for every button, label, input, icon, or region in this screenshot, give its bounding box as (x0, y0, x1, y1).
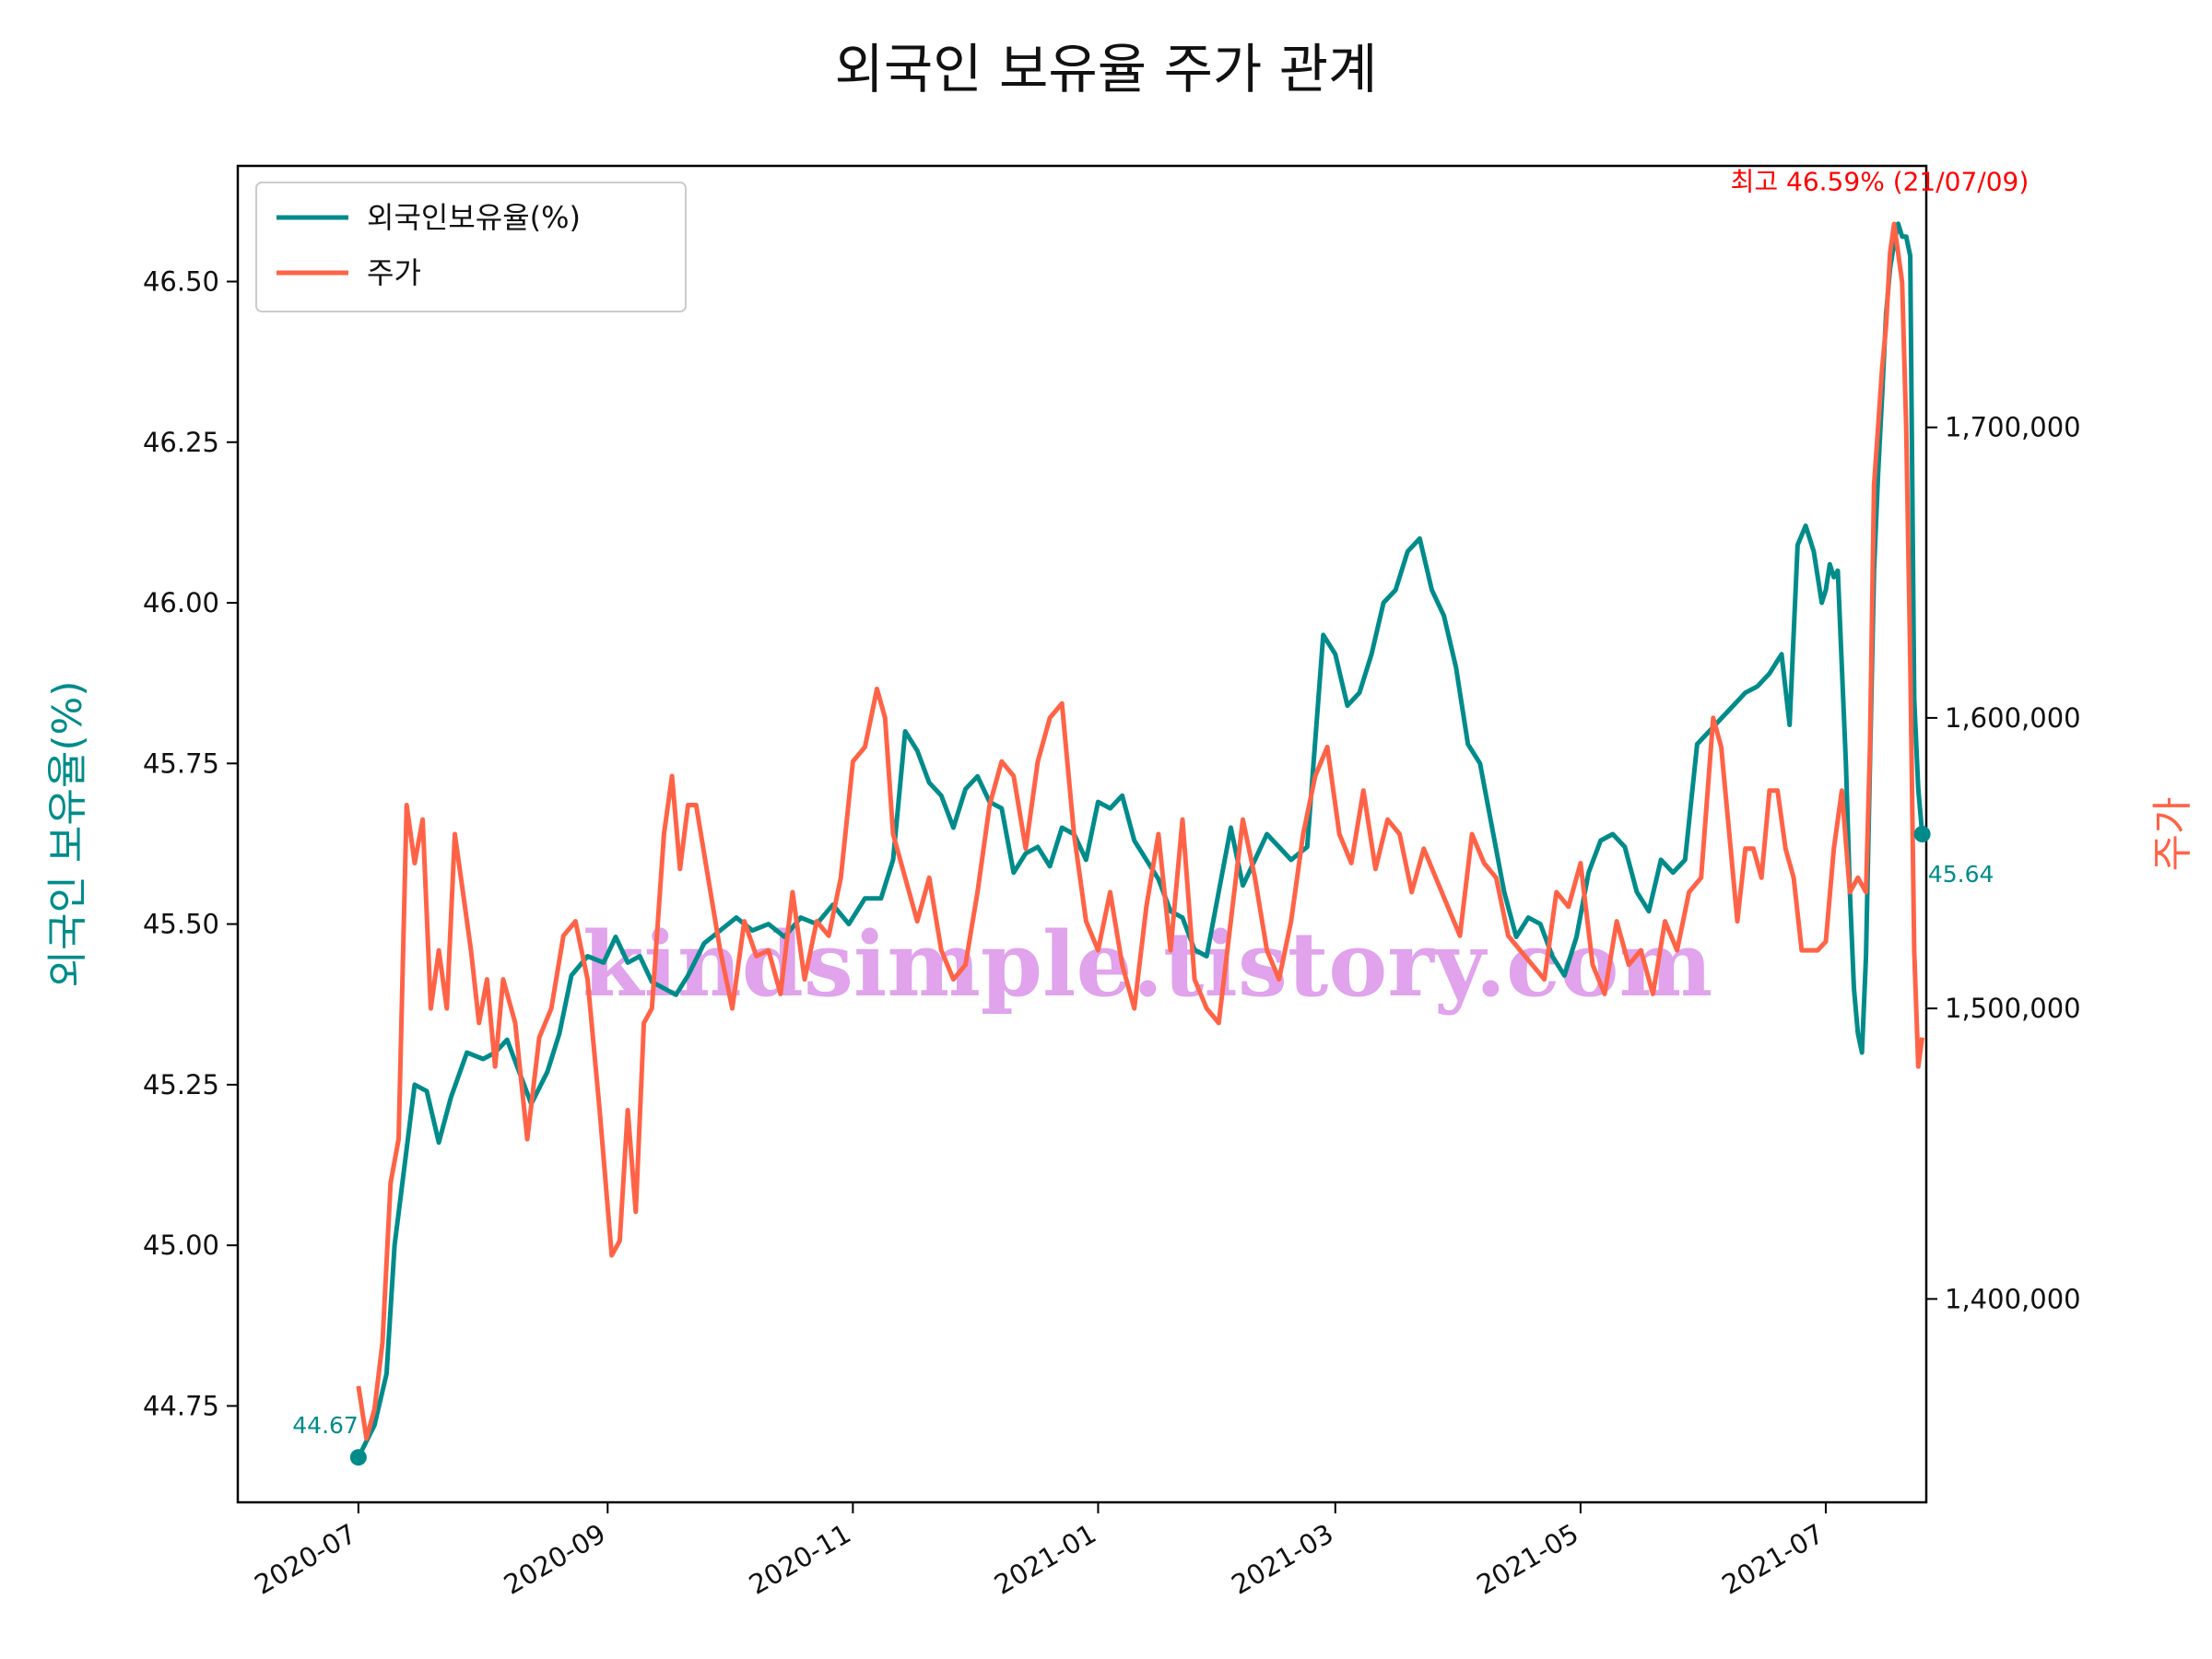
y-left-tick-label: 46.25 (143, 427, 219, 458)
y-right-tick-label: 1,500,000 (1945, 993, 2081, 1024)
y-left-tick-label: 46.50 (143, 265, 219, 297)
x-tick-label: 2021-03 (1226, 1518, 1338, 1601)
y-left-tick-label: 45.50 (143, 909, 219, 940)
start-point-label: 44.67 (292, 1412, 359, 1439)
annotation-layer: 44.67 45.64 최고 46.59% (21/07/09) (292, 167, 2030, 1466)
peak-label: 최고 46.59% (21/07/09) (1731, 167, 2030, 197)
plot-frame (236, 164, 1928, 1504)
legend-label-foreign: 외국인보유율(%) (367, 200, 581, 235)
x-tick-label: 2021-05 (1471, 1518, 1583, 1601)
y-left-tick-label: 45.75 (143, 747, 219, 779)
series-line-foreign-ratio (356, 221, 1925, 1459)
y-left-tick-label: 44.75 (143, 1390, 219, 1421)
y-left-tick-label: 45.25 (143, 1069, 219, 1100)
y-right-tick-label: 1,600,000 (1945, 702, 2081, 734)
x-tick-label: 2020-09 (499, 1518, 611, 1601)
start-point-marker (349, 1449, 367, 1466)
y-left-tick-label: 46.00 (143, 587, 219, 618)
end-point-marker (1913, 826, 1931, 842)
legend: 외국인보유율(%) 주가 (255, 182, 687, 312)
y-left-tick-label: 45.00 (143, 1230, 219, 1261)
y-axis-right-label: 주가 (2149, 797, 2196, 872)
x-tick-label: 2021-07 (1717, 1518, 1830, 1601)
x-tick-label: 2020-11 (744, 1518, 856, 1601)
x-tick-label: 2021-01 (989, 1518, 1101, 1601)
x-tick-label: 2020-07 (249, 1518, 361, 1601)
plot-area (236, 164, 1928, 1504)
y-right-tick-label: 1,400,000 (1945, 1283, 2081, 1314)
end-point-label: 45.64 (1928, 861, 1994, 888)
series-line-price (356, 221, 1925, 1441)
y-axis-left-label: 외국인 보유율(%) (44, 680, 91, 987)
chart-title: 외국인 보유율 주가 관계 (835, 38, 1378, 100)
y-right-tick-label: 1,700,000 (1945, 412, 2081, 443)
series-layer (356, 221, 1925, 1459)
legend-label-price: 주가 (367, 255, 421, 290)
legend-box (255, 182, 687, 312)
